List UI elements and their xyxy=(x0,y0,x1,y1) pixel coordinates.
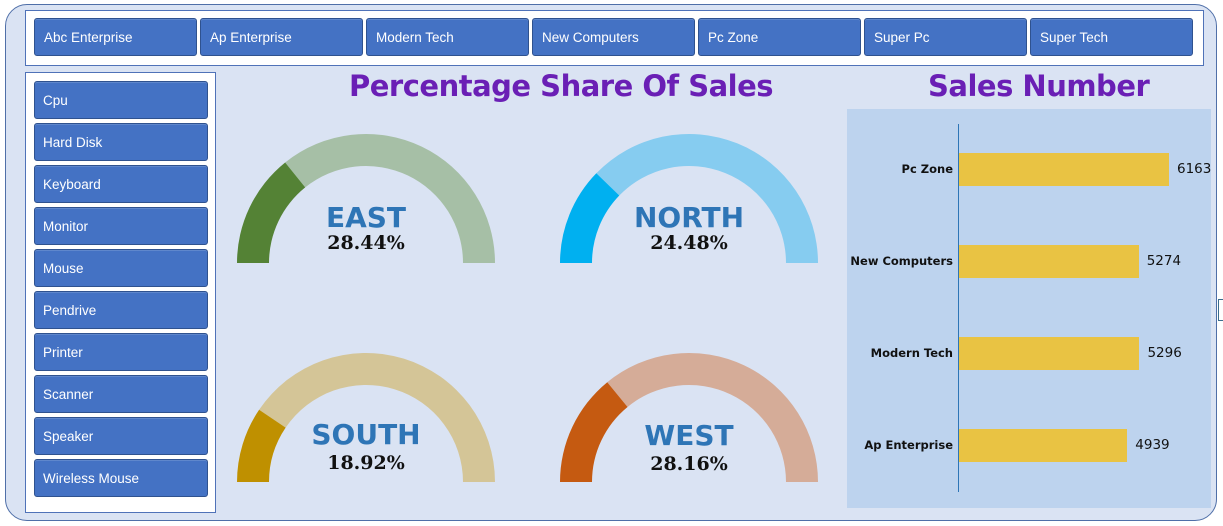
gauge-west: WEST 28.16% xyxy=(559,348,819,488)
gauge-north-fill xyxy=(560,173,620,263)
slicer-product-pendrive[interactable]: Pendrive xyxy=(34,291,208,329)
bar-value-label: 5274 xyxy=(1146,253,1182,269)
gauge-east: EAST 28.44% xyxy=(236,129,496,269)
product-slicer: Cpu Hard Disk Keyboard Monitor Mouse Pen… xyxy=(25,72,216,513)
slicer-company-new-computers[interactable]: New Computers xyxy=(532,18,695,56)
bar-category-label: New Computers xyxy=(850,254,953,268)
gauge-south-fill xyxy=(237,409,286,482)
gauge-west-fill xyxy=(560,382,628,482)
gauge-north-chart xyxy=(560,134,818,263)
slicer-product-scanner[interactable]: Scanner xyxy=(34,375,208,413)
slicer-product-mouse[interactable]: Mouse xyxy=(34,249,208,287)
gauge-west-track xyxy=(607,353,818,482)
slicer-company-ap-enterprise[interactable]: Ap Enterprise xyxy=(200,18,363,56)
gauge-north-track xyxy=(596,134,818,263)
bar xyxy=(959,153,1169,186)
gauge-east-track xyxy=(285,134,495,263)
gauge-south-chart xyxy=(237,353,495,482)
slicer-product-keyboard[interactable]: Keyboard xyxy=(34,165,208,203)
gauge-south-track xyxy=(259,353,495,482)
slicer-product-printer[interactable]: Printer xyxy=(34,333,208,371)
gauges-title: Percentage Share Of Sales xyxy=(349,69,774,103)
slicer-company-pc-zone[interactable]: Pc Zone xyxy=(698,18,861,56)
company-slicer: Abc Enterprise Ap Enterprise Modern Tech… xyxy=(25,10,1204,66)
bar-value-label: 5296 xyxy=(1147,345,1182,361)
bar-category-label: Pc Zone xyxy=(901,162,953,176)
gauge-east-value: 28.44% xyxy=(327,232,405,254)
gauge-east-region: EAST xyxy=(325,201,407,234)
bar-chart-axis xyxy=(958,124,959,492)
gauge-west-value: 28.16% xyxy=(650,453,728,475)
bar-value-label: 4939 xyxy=(1135,437,1170,453)
bar xyxy=(959,337,1140,370)
gauge-south-region: SOUTH xyxy=(311,418,421,451)
gauge-south-value: 18.92% xyxy=(327,452,405,474)
slicer-company-modern-tech[interactable]: Modern Tech xyxy=(366,18,529,56)
bar xyxy=(959,429,1128,462)
sales-title: Sales Number xyxy=(928,69,1150,103)
gauge-east-chart xyxy=(237,134,495,263)
gauge-north-region: NORTH xyxy=(633,201,745,234)
bar-category-label: Modern Tech xyxy=(870,346,953,360)
gauge-west-chart xyxy=(560,353,818,482)
gauge-south: SOUTH 18.92% xyxy=(236,348,496,488)
gauge-west-region: WEST xyxy=(644,419,734,452)
slicer-company-super-pc[interactable]: Super Pc xyxy=(864,18,1027,56)
slicer-product-cpu[interactable]: Cpu xyxy=(34,81,208,119)
sales-bar-chart: Pc Zone 6163 New Computers 5274 Modern Tech 5… xyxy=(847,109,1211,508)
gauge-north-value: 24.48% xyxy=(650,232,728,254)
gauge-east-fill xyxy=(237,162,306,263)
bar xyxy=(959,245,1139,278)
slicer-product-hard-disk[interactable]: Hard Disk xyxy=(34,123,208,161)
slicer-product-wireless-mouse[interactable]: Wireless Mouse xyxy=(34,459,208,497)
edge-marker xyxy=(1218,299,1223,321)
dashboard-frame: Abc Enterprise Ap Enterprise Modern Tech… xyxy=(5,4,1217,521)
slicer-company-abc-enterprise[interactable]: Abc Enterprise xyxy=(34,18,197,56)
slicer-product-monitor[interactable]: Monitor xyxy=(34,207,208,245)
bar-value-label: 6163 xyxy=(1177,161,1212,177)
slicer-product-speaker[interactable]: Speaker xyxy=(34,417,208,455)
gauge-north: NORTH 24.48% xyxy=(559,129,819,269)
slicer-company-super-tech[interactable]: Super Tech xyxy=(1030,18,1193,56)
bar-category-label: Ap Enterprise xyxy=(864,438,953,452)
